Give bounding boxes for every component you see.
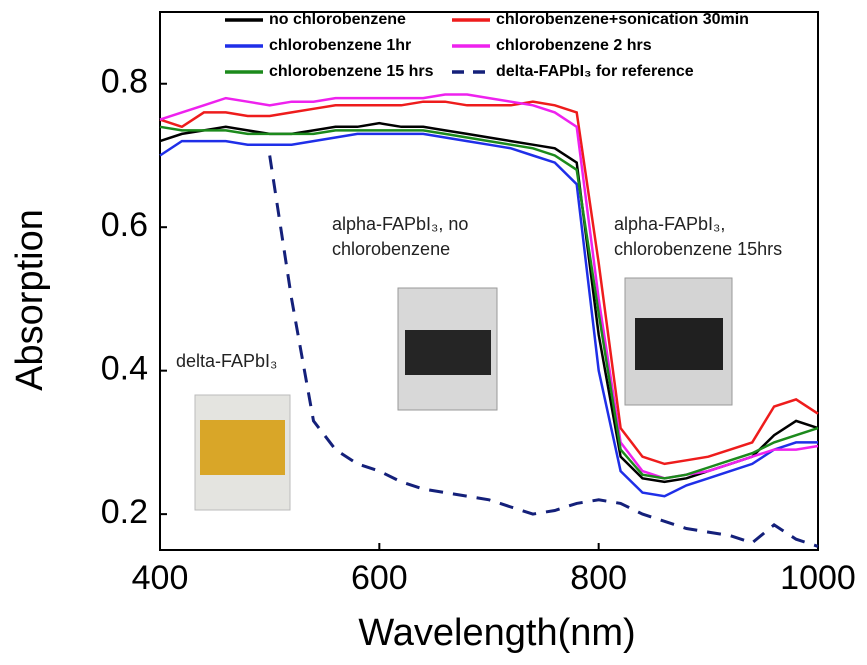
x-tick-label: 800 (570, 559, 627, 597)
photo-alpha-cb (625, 278, 732, 405)
legend-label: no chlorobenzene (269, 11, 406, 28)
chart: Wavelength(nm) Absorption 400 600 800 1000 0… (0, 0, 867, 660)
x-tick-label: 600 (351, 559, 408, 597)
page: Wavelength(nm) Absorption 400 600 800 1000 0… (0, 0, 867, 665)
legend-label: chlorobenzene 15 hrs (269, 63, 434, 80)
annotation: chlorobenzene 15hrs (614, 239, 782, 259)
x-axis-label: Wavelength(nm) (358, 612, 635, 654)
photo-alpha-no-cb (398, 288, 497, 410)
photo-film (635, 318, 723, 370)
photo-delta (195, 395, 290, 510)
legend-label: delta-FAPbI₃ for reference (496, 63, 694, 80)
x-tick-label: 400 (132, 559, 189, 597)
legend-label: chlorobenzene 1hr (269, 37, 411, 54)
annotation: chlorobenzene (332, 239, 450, 259)
y-tick-label: 0.4 (101, 350, 148, 388)
y-axis-label: Absorption (9, 209, 51, 391)
y-tick-label: 0.8 (101, 63, 148, 101)
y-tick-label: 0.2 (101, 493, 148, 531)
annotation: alpha-FAPbI₃, no (332, 214, 468, 234)
x-tick-label: 1000 (780, 559, 856, 597)
annotation: delta-FAPbI₃ (176, 351, 277, 371)
legend-label: chlorobenzene+sonication 30min (496, 11, 749, 28)
photo-film (200, 420, 285, 475)
annotation: alpha-FAPbI₃, (614, 214, 725, 234)
y-tick-label: 0.6 (101, 206, 148, 244)
photo-film (405, 330, 491, 375)
legend-label: chlorobenzene 2 hrs (496, 37, 652, 54)
